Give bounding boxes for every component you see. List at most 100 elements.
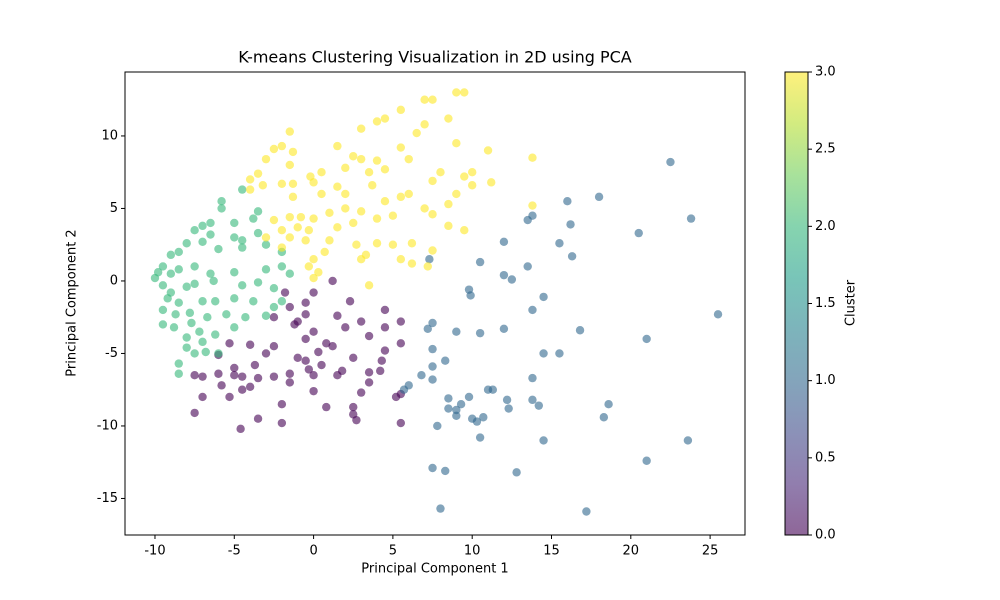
point xyxy=(328,342,337,351)
point xyxy=(214,369,223,378)
point xyxy=(182,239,191,248)
point xyxy=(523,262,532,271)
point xyxy=(452,189,461,199)
point xyxy=(296,212,306,222)
point xyxy=(356,388,366,397)
point xyxy=(269,302,279,312)
point xyxy=(253,169,263,178)
point xyxy=(352,240,361,249)
point xyxy=(190,408,199,418)
point xyxy=(253,207,263,216)
point xyxy=(309,386,318,396)
point xyxy=(420,95,429,104)
point xyxy=(206,218,215,228)
point xyxy=(198,392,207,402)
point xyxy=(642,456,651,465)
point xyxy=(182,282,191,291)
point xyxy=(320,247,329,257)
point xyxy=(441,466,450,476)
point xyxy=(713,310,723,319)
point xyxy=(364,368,374,377)
point xyxy=(483,146,493,155)
point xyxy=(436,504,445,513)
point xyxy=(190,349,199,358)
point xyxy=(253,278,263,287)
point xyxy=(528,211,537,220)
point xyxy=(269,284,279,293)
point xyxy=(301,236,310,245)
colorbar xyxy=(784,71,809,536)
point xyxy=(539,436,548,445)
point xyxy=(277,226,287,235)
point xyxy=(428,176,437,186)
x-tick-label: 5 xyxy=(389,544,397,559)
point xyxy=(428,318,437,328)
point xyxy=(396,317,406,326)
colorbar-tick-label: 3.0 xyxy=(815,65,836,80)
point xyxy=(356,255,366,264)
point xyxy=(185,308,195,318)
point xyxy=(433,421,442,431)
point xyxy=(277,418,287,428)
point xyxy=(280,288,290,297)
point xyxy=(225,392,234,402)
x-tick-label: 20 xyxy=(623,544,640,559)
point xyxy=(285,369,294,378)
point xyxy=(333,311,342,320)
point xyxy=(209,276,218,286)
point xyxy=(372,117,382,126)
point xyxy=(174,247,183,257)
point xyxy=(285,212,294,222)
point xyxy=(372,156,382,165)
colorbar-tick-label: 2.5 xyxy=(815,142,836,157)
point xyxy=(206,269,215,278)
x-tick-label: -10 xyxy=(144,544,165,559)
point xyxy=(372,214,382,223)
point xyxy=(285,160,294,170)
point xyxy=(158,281,168,290)
point xyxy=(166,250,176,260)
point xyxy=(364,378,374,387)
point xyxy=(285,302,294,312)
point xyxy=(423,262,432,271)
point xyxy=(309,214,318,223)
point xyxy=(230,233,239,242)
point xyxy=(214,349,223,358)
point xyxy=(304,262,314,271)
point xyxy=(428,375,437,384)
point xyxy=(277,141,287,151)
point xyxy=(456,400,466,409)
point xyxy=(423,324,432,334)
point xyxy=(190,371,199,380)
point xyxy=(396,339,406,348)
point xyxy=(466,291,475,300)
point xyxy=(376,366,385,376)
point xyxy=(356,207,366,216)
point xyxy=(333,223,342,232)
point xyxy=(245,340,255,349)
point xyxy=(488,385,498,394)
point xyxy=(250,360,260,370)
point xyxy=(245,185,255,194)
point xyxy=(567,252,577,261)
x-tick-label: 25 xyxy=(702,544,719,559)
point xyxy=(269,313,279,322)
point xyxy=(301,310,310,319)
point xyxy=(230,363,239,373)
point xyxy=(341,323,350,332)
point xyxy=(428,362,437,371)
point xyxy=(417,371,426,380)
point xyxy=(539,349,548,358)
colorbar-tick-label: 0.0 xyxy=(815,528,836,543)
point xyxy=(428,246,437,255)
point xyxy=(309,178,318,187)
colorbar-tick-label: 1.0 xyxy=(815,373,836,388)
point xyxy=(238,281,247,290)
point xyxy=(201,347,210,357)
point xyxy=(206,230,215,239)
point xyxy=(285,233,294,242)
point xyxy=(512,468,521,477)
point xyxy=(190,226,199,235)
point xyxy=(261,311,271,320)
colorbar-label: Cluster xyxy=(844,279,859,326)
